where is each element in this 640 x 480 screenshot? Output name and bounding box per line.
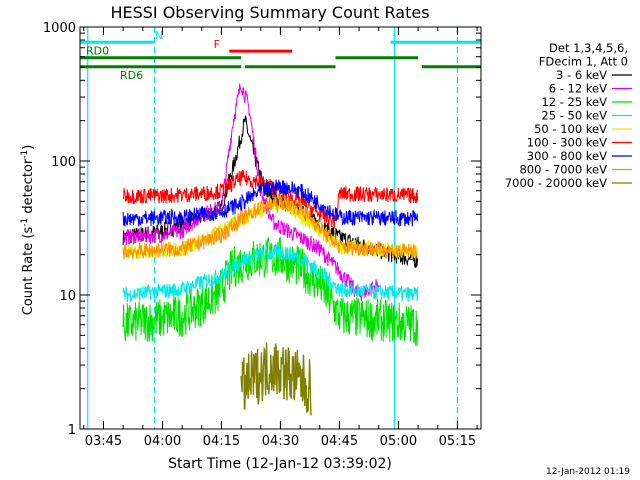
- flag-label: N: [155, 29, 163, 42]
- legend-entry: 12 - 25 keV: [541, 95, 607, 109]
- plot-area: N F RD0 RD6: [80, 27, 481, 429]
- y-tick-label: 10: [59, 289, 76, 304]
- legend-entry: 50 - 100 keV: [534, 122, 607, 136]
- legend-entry: 300 - 800 keV: [527, 149, 607, 163]
- x-axis-label: Start Time (12-Jan-12 03:39:02): [168, 456, 392, 472]
- x-tick-label: 05:00: [380, 434, 417, 449]
- x-tick-label: 04:15: [203, 434, 240, 449]
- x-tick-label: 04:30: [262, 434, 299, 449]
- series-line: [122, 243, 419, 303]
- legend: Det 1,3,4,5,6,FDecim 1, Att 03 - 6 keV6 …: [505, 41, 632, 190]
- series-line: [122, 83, 379, 302]
- x-tick-label: 03:45: [85, 434, 122, 449]
- x-tick-label: 04:45: [321, 434, 358, 449]
- flag-label: F: [214, 38, 220, 51]
- y-axis-label: Count Rate (s-1 detector-1): [20, 145, 36, 316]
- series-line: [122, 179, 419, 228]
- series-line: [122, 194, 418, 260]
- y-tick-label: 1000: [43, 21, 76, 36]
- flag-label: RD0: [86, 45, 109, 58]
- x-tick-label: 04:00: [144, 434, 181, 449]
- series-line: [240, 342, 312, 416]
- legend-entry: 7000 - 20000 keV: [505, 176, 607, 190]
- legend-entry: 25 - 50 keV: [541, 109, 607, 123]
- legend-entry: 3 - 6 keV: [556, 68, 607, 82]
- series-line: [122, 169, 419, 229]
- legend-entry: 6 - 12 keV: [549, 82, 607, 96]
- x-tick-label: 05:15: [439, 434, 476, 449]
- y-tick-label: 100: [51, 155, 76, 170]
- legend-entry: 800 - 7000 keV: [519, 163, 607, 177]
- legend-entry: 100 - 300 keV: [527, 136, 607, 150]
- y-tick-label: 1: [68, 423, 76, 438]
- flag-label: RD6: [120, 69, 143, 82]
- chart-title: HESSI Observing Summary Count Rates: [110, 3, 429, 22]
- legend-header: Det 1,3,4,5,6,: [549, 41, 628, 55]
- timestamp: 12-Jan-2012 01:19: [546, 467, 630, 477]
- legend-header: FDecim 1, Att 0: [539, 55, 628, 69]
